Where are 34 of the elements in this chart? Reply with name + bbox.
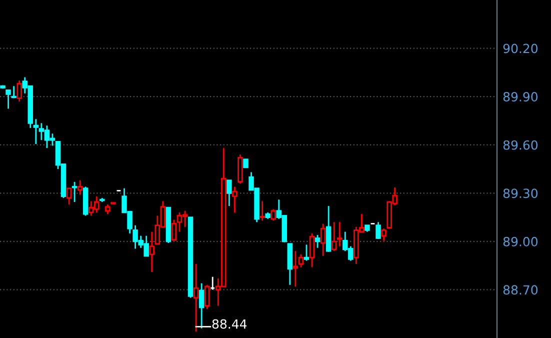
candlestick — [260, 200, 265, 222]
y-tick-label: 89.60 — [503, 140, 538, 150]
candlestick — [376, 221, 381, 240]
candlestick — [226, 180, 232, 207]
candlestick — [66, 188, 72, 206]
y-tick-label: 88.70 — [503, 285, 538, 295]
candlestick — [193, 263, 199, 332]
candlestick — [204, 284, 210, 310]
y-tick-label: 90.20 — [503, 44, 538, 54]
candlestick — [171, 219, 177, 242]
candlestick — [331, 221, 337, 252]
candlestick — [381, 228, 386, 242]
candlestick — [33, 118, 39, 145]
candlestick — [105, 204, 110, 215]
y-tick-label: 89.30 — [503, 188, 538, 198]
candlestick — [6, 89, 11, 110]
candlestick — [198, 282, 204, 330]
candlestick — [314, 234, 320, 249]
candlestick — [149, 231, 154, 273]
candlestick — [298, 254, 304, 268]
candlestick — [72, 181, 78, 203]
candlestick — [232, 186, 238, 214]
candlestick — [77, 180, 83, 196]
candlestick — [270, 208, 276, 222]
candlestick — [292, 250, 298, 288]
y-tick-label: 89.00 — [503, 236, 538, 246]
candlestick — [16, 80, 22, 102]
candlestick — [309, 232, 315, 268]
y-tick-label: 89.90 — [503, 92, 538, 102]
candlestick — [304, 244, 310, 262]
candlestick — [336, 221, 342, 247]
candlestick — [11, 85, 16, 99]
annotation: 88.44 — [212, 319, 247, 329]
candlestick — [320, 223, 326, 257]
